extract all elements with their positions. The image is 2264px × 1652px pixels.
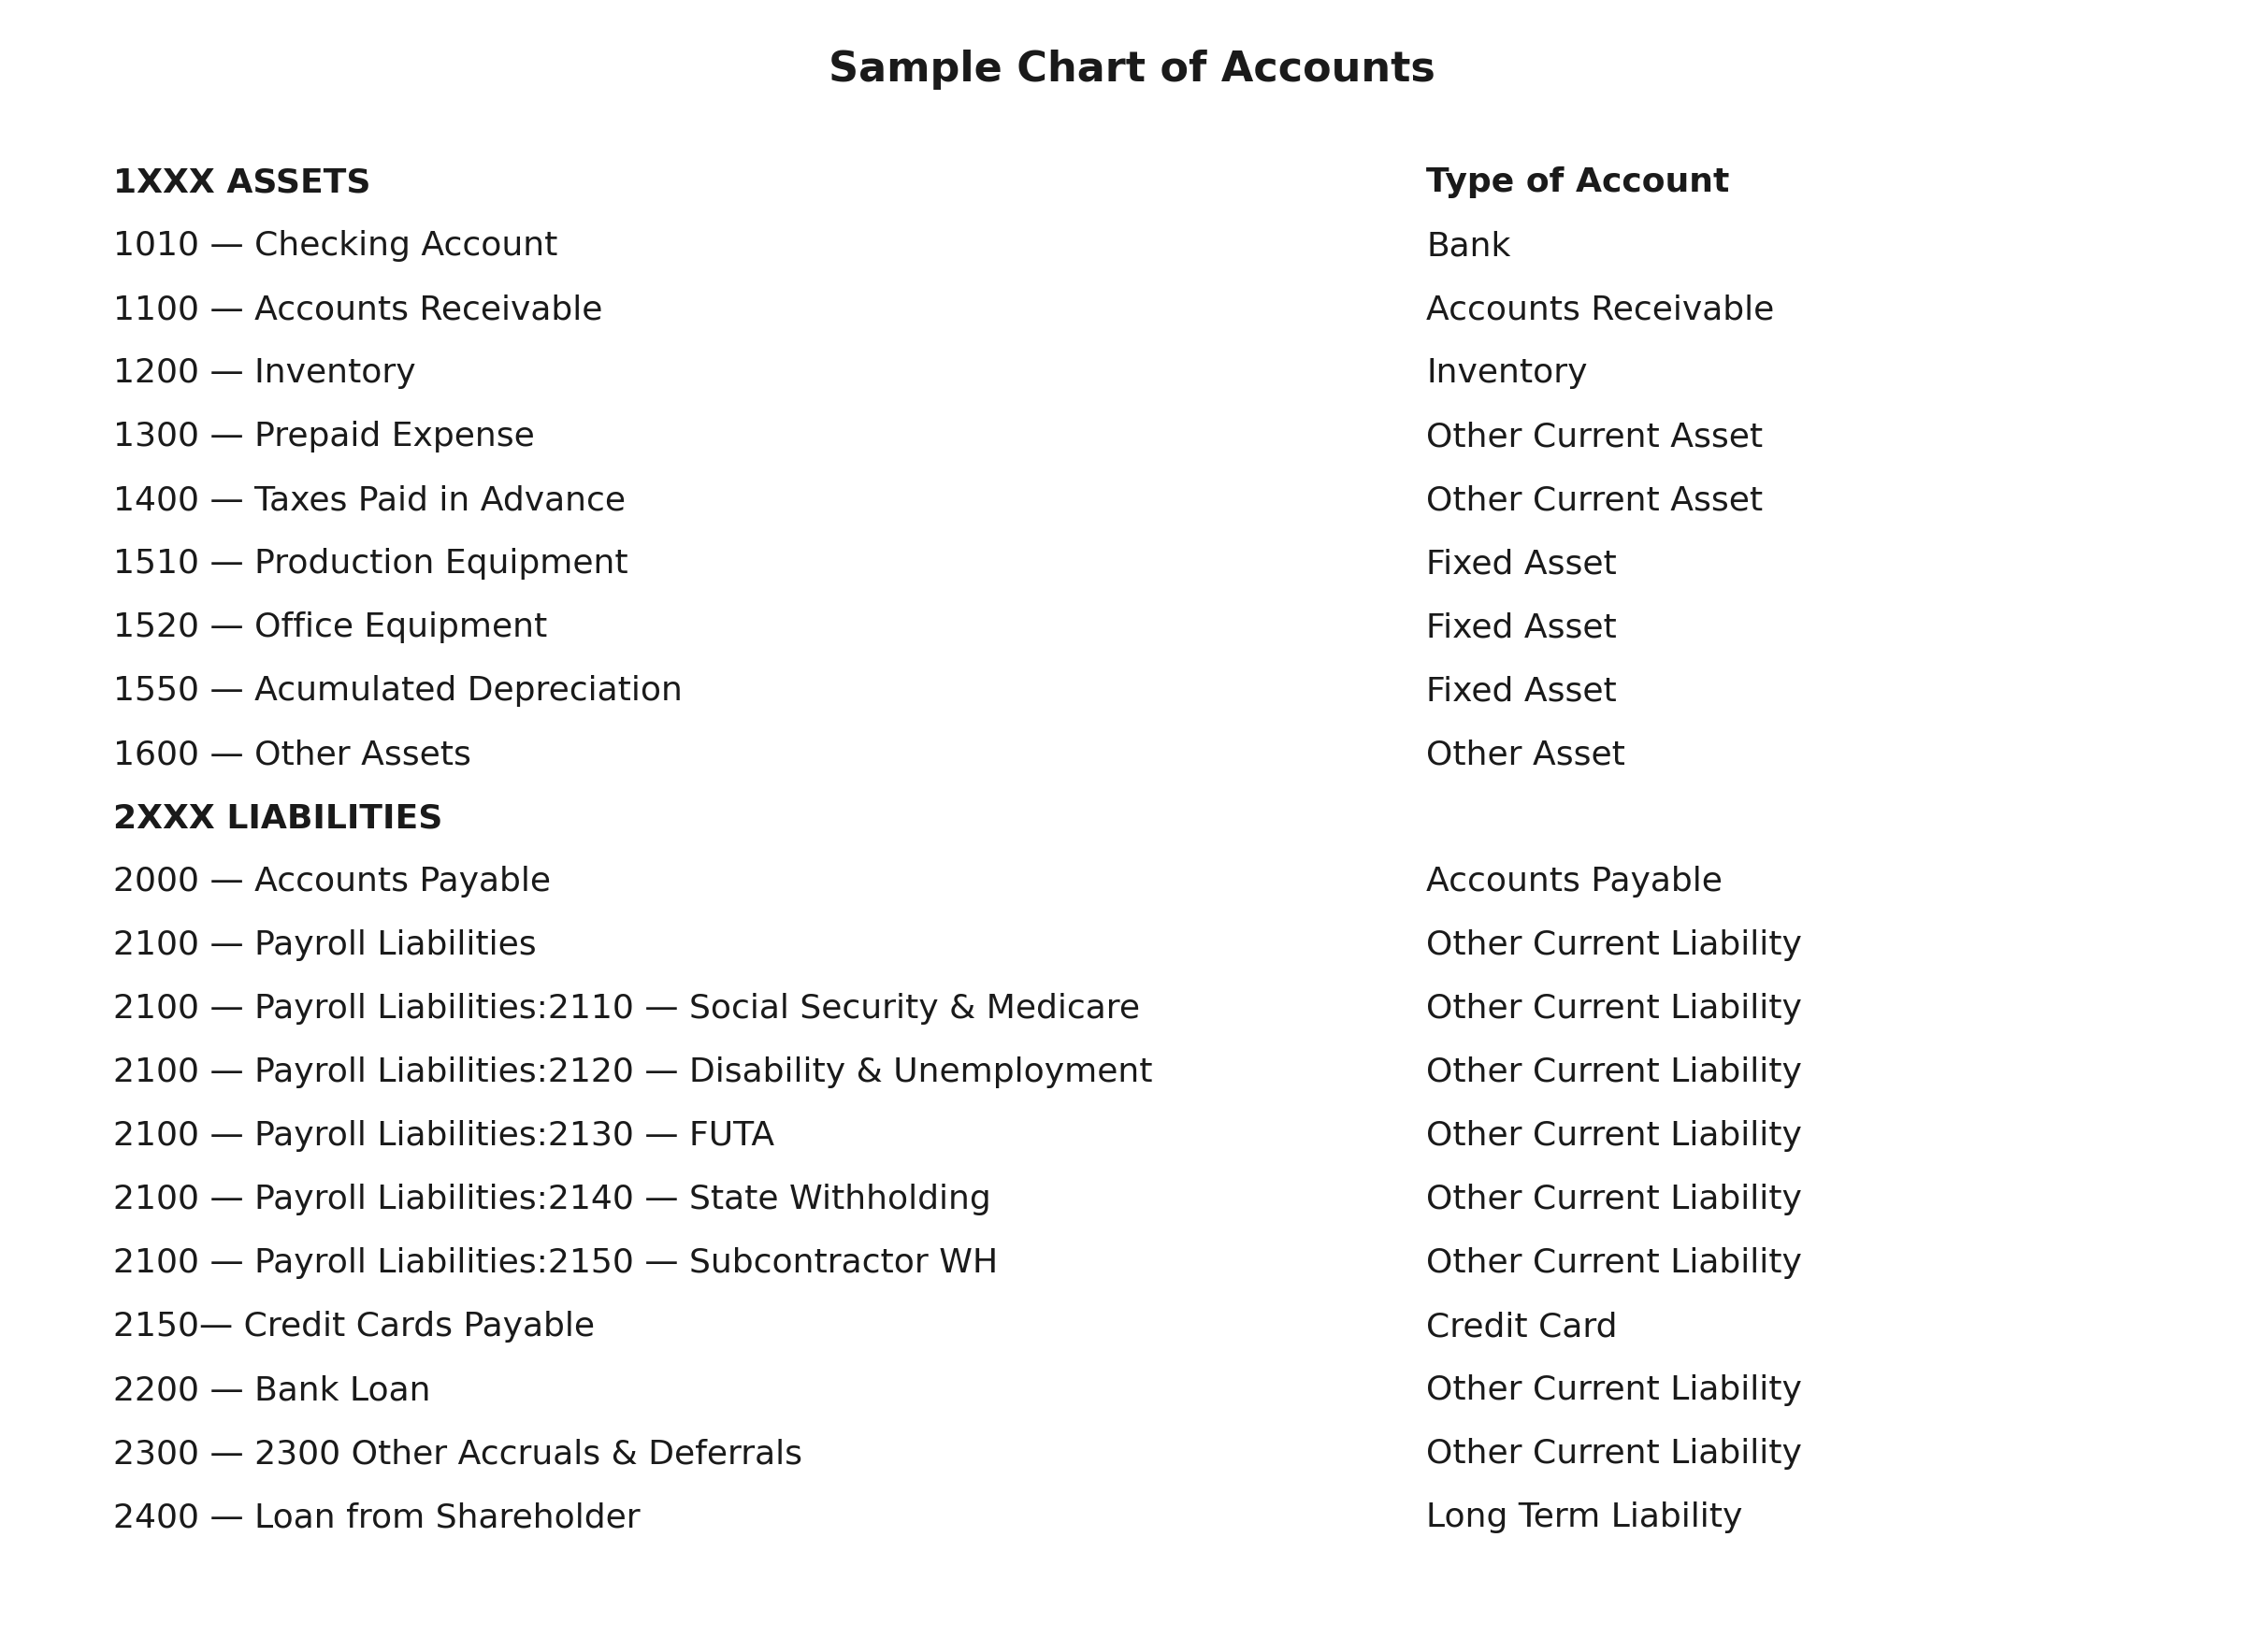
Text: 1300 — Prepaid Expense: 1300 — Prepaid Expense <box>113 421 534 453</box>
Text: 2000 — Accounts Payable: 2000 — Accounts Payable <box>113 866 550 897</box>
Text: 2200 — Bank Loan: 2200 — Bank Loan <box>113 1374 430 1406</box>
Text: 2100 — Payroll Liabilities: 2100 — Payroll Liabilities <box>113 930 537 961</box>
Text: Bank: Bank <box>1426 230 1510 261</box>
Text: 1520 — Office Equipment: 1520 — Office Equipment <box>113 611 548 643</box>
Text: 2100 — Payroll Liabilities:2120 — Disability & Unemployment: 2100 — Payroll Liabilities:2120 — Disabi… <box>113 1057 1152 1089</box>
Text: Other Current Liability: Other Current Liability <box>1426 1120 1802 1151</box>
Text: Other Current Liability: Other Current Liability <box>1426 930 1802 961</box>
Text: Sample Chart of Accounts: Sample Chart of Accounts <box>829 50 1435 91</box>
Text: Long Term Liability: Long Term Liability <box>1426 1502 1743 1533</box>
Text: 1100 — Accounts Receivable: 1100 — Accounts Receivable <box>113 294 602 325</box>
Text: Fixed Asset: Fixed Asset <box>1426 611 1616 643</box>
Text: Other Current Liability: Other Current Liability <box>1426 1183 1802 1216</box>
Text: Other Current Liability: Other Current Liability <box>1426 1437 1802 1470</box>
Text: 2100 — Payroll Liabilities:2110 — Social Security & Medicare: 2100 — Payroll Liabilities:2110 — Social… <box>113 993 1141 1024</box>
Text: 2XXX LIABILITIES: 2XXX LIABILITIES <box>113 803 444 834</box>
Text: 2100 — Payroll Liabilities:2150 — Subcontractor WH: 2100 — Payroll Liabilities:2150 — Subcon… <box>113 1247 998 1279</box>
Text: 2100 — Payroll Liabilities:2130 — FUTA: 2100 — Payroll Liabilities:2130 — FUTA <box>113 1120 774 1151</box>
Text: 1550 — Acumulated Depreciation: 1550 — Acumulated Depreciation <box>113 676 681 707</box>
Text: Fixed Asset: Fixed Asset <box>1426 676 1616 707</box>
Text: 2300 — 2300 Other Accruals & Deferrals: 2300 — 2300 Other Accruals & Deferrals <box>113 1437 801 1470</box>
Text: 1600 — Other Assets: 1600 — Other Assets <box>113 738 471 770</box>
Text: Fixed Asset: Fixed Asset <box>1426 548 1616 580</box>
Text: Credit Card: Credit Card <box>1426 1310 1616 1343</box>
Text: Other Current Liability: Other Current Liability <box>1426 1057 1802 1089</box>
Text: Accounts Receivable: Accounts Receivable <box>1426 294 1775 325</box>
Text: Accounts Payable: Accounts Payable <box>1426 866 1723 897</box>
Text: 1200 — Inventory: 1200 — Inventory <box>113 357 417 388</box>
Text: Other Current Liability: Other Current Liability <box>1426 1247 1802 1279</box>
Text: Inventory: Inventory <box>1426 357 1587 388</box>
Text: Other Current Liability: Other Current Liability <box>1426 993 1802 1024</box>
Text: Type of Account: Type of Account <box>1426 167 1730 198</box>
Text: 1XXX ASSETS: 1XXX ASSETS <box>113 167 371 198</box>
Text: 2100 — Payroll Liabilities:2140 — State Withholding: 2100 — Payroll Liabilities:2140 — State … <box>113 1183 992 1216</box>
Text: 2400 — Loan from Shareholder: 2400 — Loan from Shareholder <box>113 1502 641 1533</box>
Text: Other Asset: Other Asset <box>1426 738 1626 770</box>
Text: Other Current Asset: Other Current Asset <box>1426 421 1764 453</box>
Text: 1510 — Production Equipment: 1510 — Production Equipment <box>113 548 627 580</box>
Text: 2150— Credit Cards Payable: 2150— Credit Cards Payable <box>113 1310 595 1343</box>
Text: Other Current Asset: Other Current Asset <box>1426 484 1764 515</box>
Text: 1400 — Taxes Paid in Advance: 1400 — Taxes Paid in Advance <box>113 484 625 515</box>
Text: Other Current Liability: Other Current Liability <box>1426 1374 1802 1406</box>
Text: 1010 — Checking Account: 1010 — Checking Account <box>113 230 557 261</box>
